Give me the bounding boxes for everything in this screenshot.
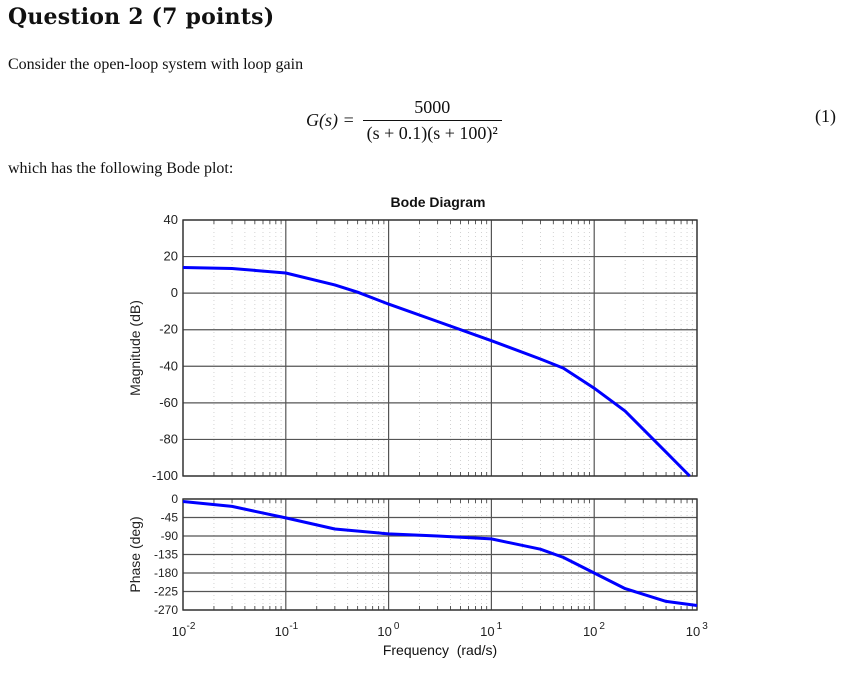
- x-tick-label: 10: [480, 624, 494, 639]
- equation-denominator: (s + 0.1)(s + 100)²: [362, 119, 502, 144]
- x-tick-exponent: -2: [187, 621, 196, 632]
- y-tick-label: -45: [161, 511, 179, 525]
- equation-number: (1): [815, 106, 836, 126]
- y-tick-label: -40: [159, 358, 178, 373]
- response-curve: [182, 500, 698, 607]
- equation-lhs: G(s) =: [306, 109, 355, 130]
- y-tick-label: -135: [154, 548, 178, 562]
- x-tick-label: 10: [172, 624, 186, 639]
- equation: G(s) = 5000 (s + 0.1)(s + 100)²: [306, 92, 502, 148]
- frequency-axis: 10 -2 10 -1 10 0 10 1 10 2 10 3: [172, 621, 708, 639]
- y-tick-label: -20: [159, 322, 178, 337]
- question-heading: Question 2 (7 points): [8, 4, 275, 30]
- y-axis-label: Magnitude (dB): [127, 300, 143, 396]
- y-tick-label: 40: [164, 212, 178, 227]
- y-tick-label: -180: [154, 566, 178, 580]
- x-tick-label: 10: [583, 624, 597, 639]
- intro-text: Consider the open-loop system with loop …: [8, 56, 304, 73]
- magnitude-plot: 40 20 0 -20 -40 -60 -80 -100 Magnitude (dB): [127, 212, 698, 483]
- x-tick-exponent: 3: [702, 621, 708, 632]
- y-tick-label: 0: [171, 285, 178, 300]
- x-axis-label: Frequency (rad/s): [383, 642, 497, 658]
- x-tick-exponent: 2: [599, 621, 605, 632]
- chart-title: Bode Diagram: [391, 194, 486, 210]
- y-tick-label: 20: [164, 249, 178, 264]
- x-tick-exponent: -1: [289, 621, 298, 632]
- x-tick-exponent: 1: [497, 621, 503, 632]
- x-tick-label: 10: [686, 624, 700, 639]
- followup-text: which has the following Bode plot:: [8, 160, 234, 177]
- y-axis-label: Phase (deg): [127, 516, 143, 592]
- phase-plot: 0 -45 -90 -135 -180 -225 -270 Phase (deg): [127, 492, 698, 617]
- response-curve: [182, 266, 691, 478]
- y-tick-label: 0: [171, 492, 178, 506]
- y-tick-label: -60: [159, 395, 178, 410]
- y-tick-label: -100: [152, 468, 178, 483]
- y-tick-label: -225: [154, 585, 178, 599]
- x-tick-label: 10: [275, 624, 289, 639]
- equation-numerator: 5000: [414, 96, 451, 117]
- y-tick-label: -80: [159, 431, 178, 446]
- equation-fraction: 5000 (s + 0.1)(s + 100)²: [362, 96, 502, 144]
- x-tick-exponent: 0: [394, 621, 400, 632]
- y-tick-label: -270: [154, 603, 178, 617]
- x-tick-label: 10: [377, 624, 391, 639]
- y-tick-label: -90: [161, 529, 179, 543]
